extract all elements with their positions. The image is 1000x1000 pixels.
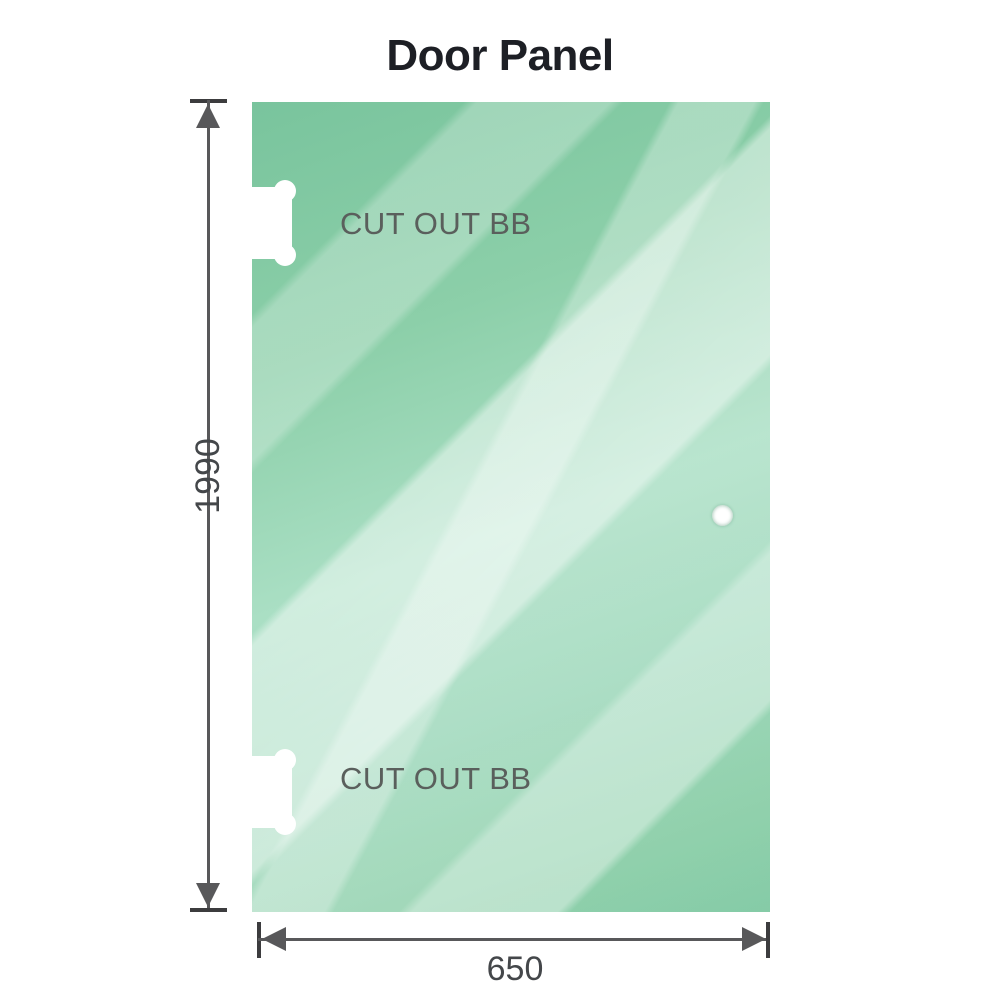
height-dimension-label: 1990 [189, 438, 227, 514]
width-dimension-arrow-left-icon [262, 927, 286, 951]
cutout-knob-top-icon [274, 749, 296, 771]
cutout-knob-top-icon [274, 180, 296, 202]
glass-surface [252, 102, 770, 912]
width-dimension-tick-right [766, 922, 770, 958]
width-dimension-line [258, 938, 770, 941]
height-dimension-arrow-down-icon [196, 883, 220, 907]
width-dimension-label: 650 [486, 950, 544, 988]
cutout-knob-bottom-icon [274, 244, 296, 266]
height-dimension-arrow-up-icon [196, 104, 220, 128]
cutout-notch-upper [252, 180, 296, 266]
height-dimension-tick-bottom [190, 908, 227, 912]
cutout-notch-lower [252, 749, 296, 835]
cutout-label-upper: CUT OUT BB [340, 206, 532, 241]
height-dimension-line [207, 100, 210, 912]
width-dimension-arrow-right-icon [742, 927, 766, 951]
cutout-label-lower: CUT OUT BB [340, 761, 532, 796]
door-panel-glass [252, 102, 770, 912]
cutout-knob-bottom-icon [274, 813, 296, 835]
page-title: Door Panel [386, 31, 614, 80]
handle-hole-icon [712, 505, 733, 526]
